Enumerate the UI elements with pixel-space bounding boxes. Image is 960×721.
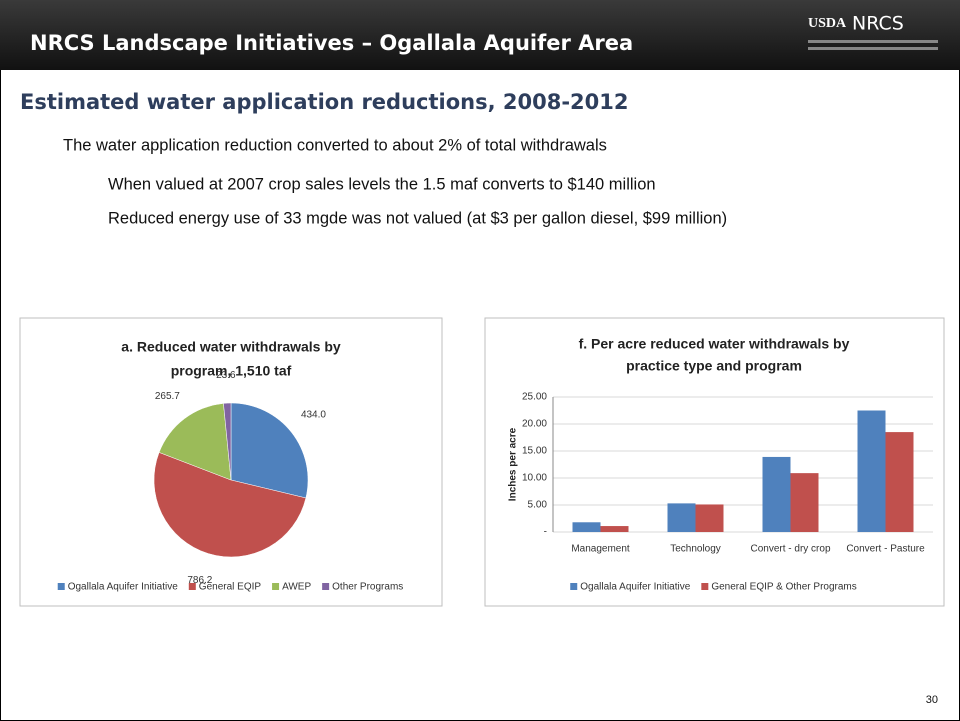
legend-label: General EQIP & Other Programs	[711, 582, 856, 593]
data-label: 786.2	[187, 575, 212, 586]
y-tick-label: 25.00	[522, 392, 547, 403]
bar	[695, 504, 724, 532]
bullet: Reduced energy use of 33 mgde was not va…	[108, 209, 727, 227]
chart-title: a. Reduced water withdrawals by	[121, 339, 341, 355]
logo-line	[808, 40, 938, 43]
legend-swatch	[57, 583, 65, 590]
y-tick-label: -	[544, 527, 547, 538]
y-tick-label: 15.00	[522, 446, 547, 457]
legend-label: AWEP	[282, 582, 311, 593]
data-label: 434.0	[301, 410, 326, 421]
x-tick-label: Technology	[670, 544, 721, 555]
bar	[762, 456, 791, 532]
logo-nrcs: NRCS	[852, 13, 904, 35]
bar	[790, 473, 819, 532]
pie-slice	[230, 402, 309, 499]
pie-slice	[153, 452, 307, 558]
bullet: When valued at 2007 crop sales levels th…	[108, 175, 656, 193]
y-axis-label: Inches per acre	[508, 427, 519, 501]
data-label: 23.6	[216, 370, 236, 381]
header-title: NRCS Landscape Initiatives – Ogallala Aq…	[30, 31, 633, 55]
y-tick-label: 5.00	[528, 500, 548, 511]
legend-label: General EQIP	[199, 582, 262, 593]
logo-usda: USDA	[808, 16, 847, 31]
legend-label: Ogallala Aquifer Initiative	[68, 582, 179, 593]
legend-swatch	[272, 583, 280, 590]
y-tick-label: 20.00	[522, 419, 547, 430]
chart-title: f. Per acre reduced water withdrawals by	[579, 336, 850, 352]
legend-swatch	[188, 583, 196, 590]
subtitle: Estimated water application reductions, …	[20, 90, 629, 114]
logo-line	[808, 47, 938, 50]
x-tick-label: Convert - dry crop	[750, 544, 830, 555]
bullet: The water application reduction converte…	[63, 136, 607, 154]
pie-slice	[158, 403, 232, 481]
pie-slice	[223, 402, 232, 481]
header-bar	[0, 0, 960, 70]
legend-label: Other Programs	[332, 582, 403, 593]
page-number: 30	[926, 694, 938, 706]
x-tick-label: Management	[571, 544, 630, 555]
legend-label: Ogallala Aquifer Initiative	[580, 582, 691, 593]
bar	[600, 526, 629, 532]
bar	[667, 503, 696, 532]
chart-title: program, 1,510 taf	[171, 363, 292, 379]
bar	[857, 410, 886, 532]
bar	[885, 432, 914, 532]
bar	[572, 522, 601, 532]
y-tick-label: 10.00	[522, 473, 547, 484]
x-tick-label: Convert - Pasture	[846, 544, 925, 555]
legend-swatch	[570, 583, 578, 590]
chart-title: practice type and program	[626, 358, 802, 374]
data-label: 265.7	[155, 391, 180, 402]
legend-swatch	[701, 583, 709, 590]
legend-swatch	[322, 583, 330, 590]
